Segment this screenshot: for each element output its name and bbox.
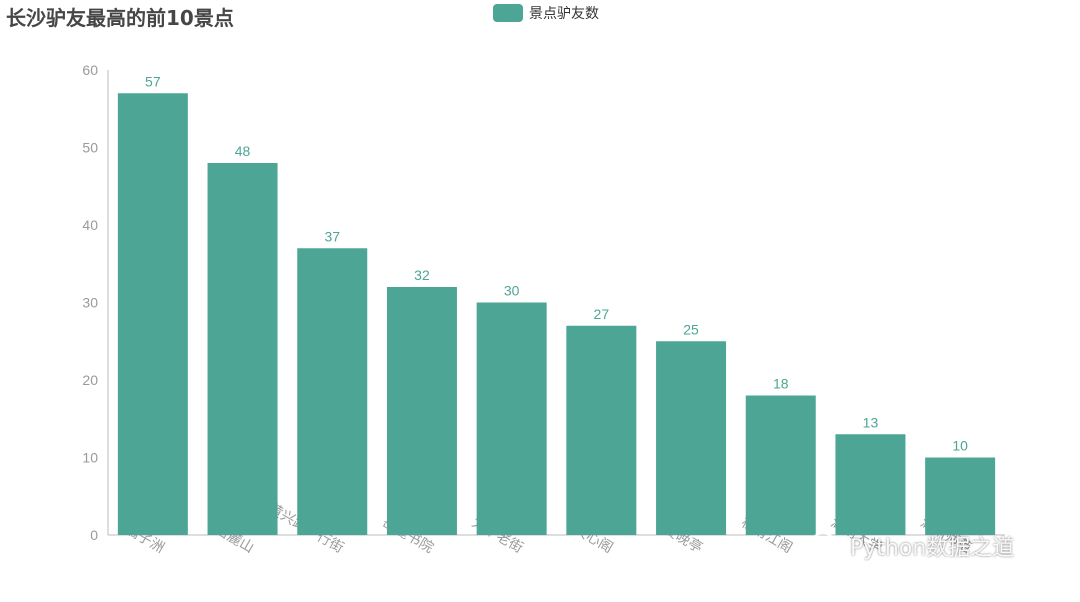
y-tick-label: 40 — [82, 217, 98, 233]
wechat-icon — [810, 532, 844, 559]
y-tick-label: 30 — [82, 295, 98, 311]
bar[interactable] — [297, 248, 368, 535]
data-label: 32 — [414, 267, 430, 283]
legend[interactable]: 景点驴友数 — [493, 3, 599, 23]
data-label: 10 — [952, 438, 968, 454]
bar[interactable] — [117, 93, 188, 535]
y-tick-label: 60 — [82, 62, 98, 78]
y-tick-labels: 0 10 20 30 40 50 60 — [82, 62, 98, 543]
legend-swatch[interactable] — [493, 4, 523, 22]
data-label: 18 — [773, 376, 789, 392]
bar[interactable] — [925, 457, 996, 536]
bar[interactable] — [476, 302, 547, 536]
bar[interactable] — [207, 163, 278, 535]
bar-series — [117, 93, 996, 536]
y-axis: 0 10 20 30 40 50 60 — [82, 62, 109, 543]
bar[interactable] — [745, 395, 816, 536]
data-label: 37 — [324, 228, 340, 244]
data-label: 30 — [504, 283, 520, 299]
data-label: 13 — [863, 414, 879, 430]
bar[interactable] — [656, 341, 727, 535]
y-tick-label: 50 — [82, 140, 98, 156]
y-tick-label: 20 — [82, 372, 98, 388]
bar[interactable] — [386, 287, 457, 535]
bar[interactable] — [566, 325, 637, 535]
bar[interactable] — [835, 434, 906, 535]
legend-label[interactable]: 景点驴友数 — [529, 6, 599, 22]
data-label: 25 — [683, 321, 699, 337]
y-tick-label: 10 — [82, 450, 98, 466]
data-label: 57 — [145, 73, 161, 89]
watermark-text: Python数据之道 — [850, 536, 1015, 561]
data-label: 48 — [235, 143, 251, 159]
y-tick-label: 0 — [90, 527, 98, 543]
chart-title: 长沙驴友最高的前10景点 — [6, 6, 234, 30]
data-label: 27 — [594, 306, 610, 322]
watermark: Python数据之道 — [810, 530, 1014, 562]
data-labels: 57 48 37 32 30 27 25 18 13 10 — [145, 73, 968, 453]
